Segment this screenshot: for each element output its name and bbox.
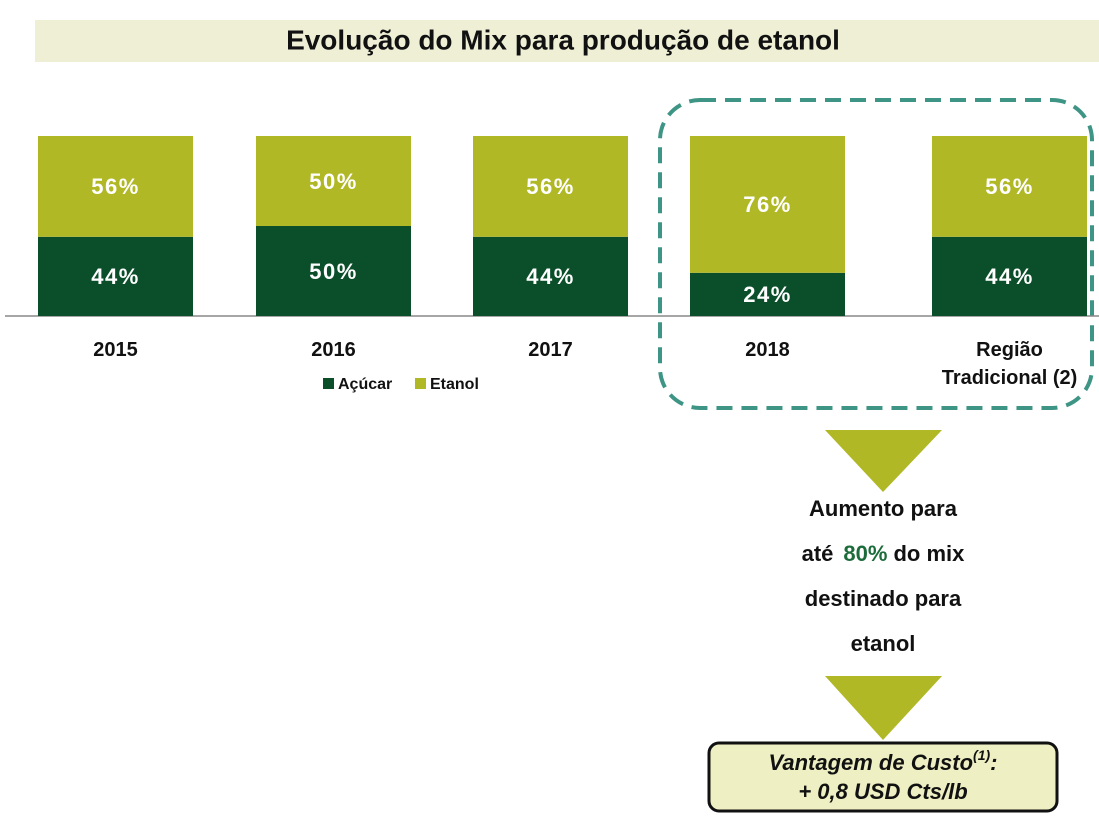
x-tick-label: 2017 [528,339,573,361]
bar-segment [473,236,628,316]
annotation-text: até [802,541,834,566]
legend-swatch [415,378,426,389]
arrow-down [825,676,942,740]
bar-segment [690,136,845,273]
legend-label: Etanol [430,376,479,393]
callout-line: + 0,8 USD Cts/lb [798,779,967,804]
callout-text: : [990,750,997,775]
bar-segment [690,272,845,316]
bar-segment [256,226,411,316]
x-tick-label: Região Tradicional (2) [941,339,1078,389]
annotation-line: destinado para [805,586,962,611]
value-label: 56% [985,174,1034,199]
annotation-line: Aumento para [809,496,958,521]
legend-label: Açúcar [338,376,392,393]
callout-text: Vantagem de Custo [768,750,973,775]
x-tick-label: 2018 [745,339,790,361]
annotation-line: até 80% do mix [802,541,966,566]
callout-box [707,741,1059,813]
value-label: 44% [985,264,1034,289]
legend-swatch [323,378,334,389]
bar-segment [932,136,1087,237]
value-label: 50% [309,169,358,194]
value-label: 56% [526,174,575,199]
callout-sup: (1) [973,747,990,763]
value-label: 76% [743,192,792,217]
arrow-down [825,430,942,492]
title-band [35,20,1099,62]
value-label: 50% [309,259,358,284]
bar-segment [38,236,193,316]
bar-segment [38,136,193,237]
value-label: 24% [743,282,792,307]
bar-segment [256,136,411,226]
value-label: 56% [91,174,140,199]
annotation-line: etanol [851,631,916,656]
annotation-highlight: 80% [843,541,887,566]
chart-title: Evolução do Mix para produção de etanol [286,24,840,55]
value-label: 44% [526,264,575,289]
bar-segment [473,136,628,237]
callout-line: Vantagem de Custo(1): [768,747,997,775]
x-tick-label: 2015 [93,339,138,361]
highlight-frame [658,98,1094,410]
annotation-text: do mix [893,541,965,566]
value-label: 44% [91,264,140,289]
x-tick-label: 2016 [311,339,356,361]
bar-segment [932,236,1087,316]
